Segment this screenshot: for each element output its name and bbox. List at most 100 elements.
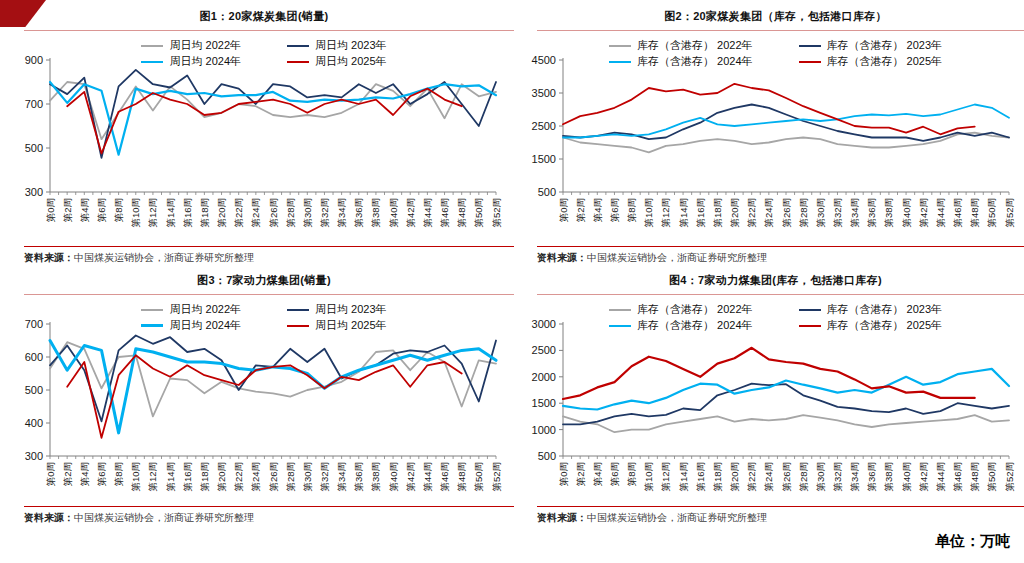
week-axis-label: 第46周 (439, 198, 450, 228)
y-axis-label: 400 (25, 417, 43, 429)
source-prefix: 资料来源： (537, 512, 587, 523)
week-axis-label: 第18周 (199, 462, 210, 492)
week-axis-label: 第44周 (935, 198, 946, 228)
title-separator (24, 30, 514, 31)
week-axis-label: 第26周 (268, 198, 279, 228)
source-note-1: 资料来源：中国煤炭运销协会，浙商证券研究所整理 (24, 251, 254, 265)
series-line (563, 84, 975, 135)
week-axis-label: 第32周 (832, 462, 843, 492)
legend-item: 周日均 2024年 (141, 54, 241, 69)
week-axis-label: 第52周 (1004, 462, 1015, 492)
legend-item: 周日均 2023年 (287, 38, 387, 53)
week-axis-label: 第28周 (285, 198, 296, 228)
legend-label: 周日均 2023年 (315, 302, 387, 317)
week-axis-label: 第0周 (45, 462, 56, 486)
legend-label: 库存（含港存） 2024年 (637, 54, 753, 69)
source-note-3: 资料来源：中国煤炭运销协会，浙商证券研究所整理 (24, 511, 254, 525)
axes: 300500700900第0周第2周第4周第6周第8周第10周第12周第14周第… (25, 54, 502, 228)
week-axis-label: 第2周 (575, 198, 586, 222)
axis-line (50, 58, 496, 192)
week-axis-label: 第6周 (609, 198, 620, 222)
y-axis-label: 300 (25, 450, 43, 462)
y-axis-label: 500 (25, 142, 43, 154)
week-axis-label: 第40周 (901, 198, 912, 228)
week-axis-label: 第34周 (336, 462, 347, 492)
legend-line-swatch (287, 61, 309, 63)
series-lines (50, 70, 496, 158)
legend-line-swatch (287, 45, 309, 47)
title-separator (537, 30, 1024, 31)
title-separator (537, 294, 1024, 295)
week-axis-label: 第44周 (935, 462, 946, 492)
y-axis-label: 300 (25, 186, 43, 198)
y-axis-label: 3500 (532, 87, 556, 99)
legend-line-swatch (799, 309, 821, 311)
figure-panel-3: 图3：7家动力煤集团(销量) 周日均 2022年周日均 2024年周日均 202… (14, 270, 514, 528)
legend-line-swatch (141, 61, 163, 63)
week-axis-label: 第46周 (952, 462, 963, 492)
figure-panel-2: 图2：20家煤炭集团（库存，包括港口库存） 库存（含港存） 2022年库存（含港… (527, 6, 1024, 268)
week-axis-label: 第32周 (319, 198, 330, 228)
week-axis-label: 第10周 (130, 198, 141, 228)
week-axis-label: 第0周 (558, 198, 569, 222)
legend-item: 库存（含港存） 2023年 (799, 302, 943, 317)
week-axis-label: 第12周 (660, 198, 671, 228)
legend-item: 库存（含港存） 2022年 (609, 302, 753, 317)
legend-item: 周日均 2022年 (141, 302, 241, 317)
chart-4-canvas: 50010001500200025003000第0周第2周第4周第6周第8周第1… (527, 314, 1023, 510)
week-axis-label: 第50周 (986, 462, 997, 492)
source-text: 中国煤炭运销协会，浙商证券研究所整理 (587, 512, 767, 523)
chart-1-legend: 周日均 2022年周日均 2024年 周日均 2023年周日均 2025年 (14, 38, 514, 69)
figure-2-title: 图2：20家煤炭集团（库存，包括港口库存） (527, 9, 1024, 24)
chart-4-legend: 库存（含港存） 2022年库存（含港存） 2024年库存（含港存） 2023年库… (527, 302, 1024, 333)
week-axis-label: 第28周 (285, 462, 296, 492)
legend-item: 周日均 2025年 (287, 54, 387, 69)
title-separator (24, 294, 514, 295)
week-axis-label: 第28周 (798, 198, 809, 228)
week-axis-label: 第26周 (268, 462, 279, 492)
legend-label: 库存（含港存） 2025年 (827, 54, 943, 69)
week-axis-label: 第14周 (165, 198, 176, 228)
series-line (563, 415, 1009, 432)
y-axis-label: 2000 (532, 371, 556, 383)
week-axis-label: 第8周 (626, 198, 637, 222)
source-text: 中国煤炭运销协会，浙商证券研究所整理 (587, 252, 767, 263)
week-axis-label: 第42周 (405, 198, 416, 228)
week-axis-label: 第24周 (250, 462, 261, 492)
week-axis-label: 第6周 (96, 462, 107, 486)
legend-item: 库存（含港存） 2025年 (799, 318, 943, 333)
week-axis-label: 第22周 (746, 462, 757, 492)
week-axis-label: 第10周 (643, 462, 654, 492)
legend-line-swatch (287, 325, 309, 327)
week-axis-label: 第30周 (815, 462, 826, 492)
source-separator (24, 246, 514, 247)
week-axis-label: 第36周 (353, 462, 364, 492)
week-axis-label: 第4周 (79, 198, 90, 222)
week-axis-label: 第34周 (849, 198, 860, 228)
week-axis-label: 第46周 (952, 198, 963, 228)
y-axis-label: 700 (25, 98, 43, 110)
week-axis-label: 第16周 (695, 462, 706, 492)
week-axis-label: 第16周 (182, 198, 193, 228)
week-axis-label: 第44周 (422, 198, 433, 228)
week-axis-label: 第4周 (592, 198, 603, 222)
legend-label: 库存（含港存） 2023年 (827, 38, 943, 53)
week-axis-label: 第32周 (832, 198, 843, 228)
chart-3-legend: 周日均 2022年周日均 2024年周日均 2023年周日均 2025年 (14, 302, 514, 333)
week-axis-label: 第30周 (815, 198, 826, 228)
legend-label: 周日均 2022年 (169, 38, 241, 53)
legend-label: 库存（含港存） 2025年 (827, 318, 943, 333)
source-separator (537, 506, 1024, 507)
week-axis-label: 第52周 (491, 462, 502, 492)
series-line (563, 369, 1009, 410)
week-axis-label: 第2周 (62, 462, 73, 486)
week-axis-label: 第48周 (456, 462, 467, 492)
legend-line-swatch (609, 61, 631, 63)
week-axis-label: 第2周 (62, 198, 73, 222)
week-axis-label: 第0周 (45, 198, 56, 222)
week-axis-label: 第40周 (388, 198, 399, 228)
source-note-4: 资料来源：中国煤炭运销协会，浙商证券研究所整理 (537, 511, 767, 525)
axis-line (50, 322, 496, 456)
series-line (563, 105, 1009, 138)
week-axis-label: 第16周 (695, 198, 706, 228)
